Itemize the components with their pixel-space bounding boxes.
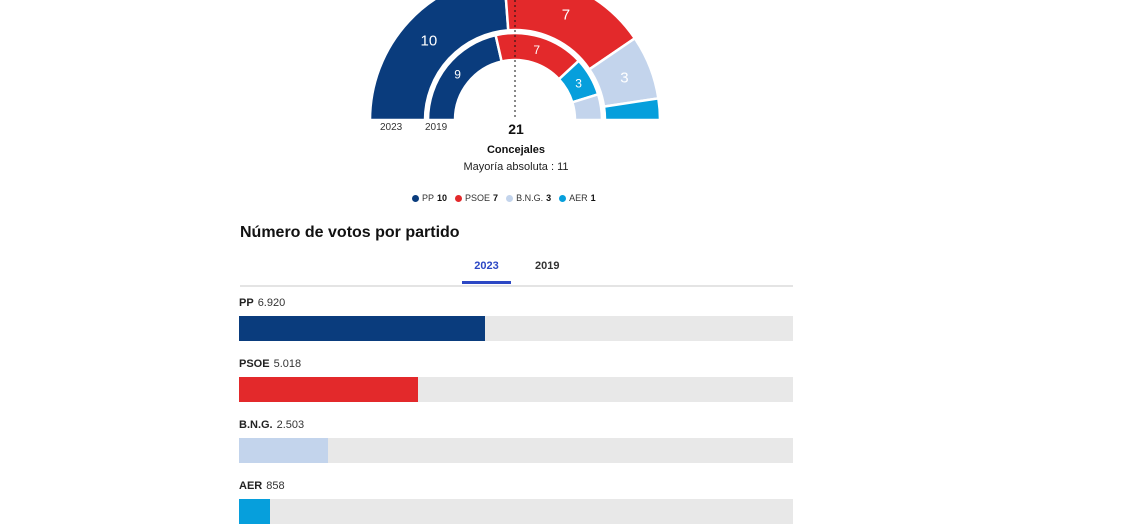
legend-item-psoe: PSOE 7: [455, 193, 498, 203]
legend-dot-icon: [412, 194, 419, 202]
hemicycle-seat-label: 3: [620, 69, 628, 86]
bar-party-name: B.N.G.: [239, 419, 273, 431]
bar-vote-count: 858: [266, 480, 285, 492]
votes-bar-row: AER 858: [239, 479, 793, 524]
seats-legend: PP 10 PSOE 7 B.N.G. 3 AER 1: [412, 193, 596, 203]
legend-party-name: PP: [422, 193, 435, 203]
legend-party-name: B.N.G.: [516, 193, 544, 203]
votes-bar-row: PSOE 5.018: [239, 357, 793, 402]
hemicycle-seat-label: 9: [454, 67, 461, 81]
hemicycle-segment-2023-aer: [602, 96, 662, 122]
seats-label: Concejales: [486, 144, 546, 156]
legend-dot-icon: [559, 194, 567, 202]
bar-vote-count: 5.018: [273, 358, 302, 370]
bar-party-name: PSOE: [239, 358, 270, 370]
hemicycle-seat-label: 7: [533, 43, 540, 57]
bar-label: PP 6.920: [239, 296, 793, 310]
bar-party-name: PP: [239, 297, 254, 309]
tab-2019[interactable]: 2019: [535, 260, 560, 272]
bar-vote-count: 6.920: [257, 297, 286, 309]
total-seats: 21: [508, 121, 524, 137]
year-tabs: 2023 2019: [240, 252, 793, 287]
outer-ring-year-label: 2023: [380, 122, 403, 133]
legend-seat-count: 10: [437, 193, 448, 203]
hemicycle-seat-label: 3: [575, 76, 582, 90]
bar-fill-bng: [239, 438, 329, 463]
bar-label: B.N.G. 2.503: [239, 418, 793, 432]
legend-seat-count: 7: [493, 193, 499, 203]
bar-vote-count: 2.503: [276, 419, 305, 431]
legend-item-pp: PP 10: [412, 193, 447, 203]
legend-dot-icon: [455, 194, 463, 202]
legend-party-name: AER: [569, 193, 588, 203]
bar-track: [239, 377, 793, 402]
votes-bar-row: PP 6.920: [239, 296, 793, 341]
tab-2023[interactable]: 2023: [462, 260, 511, 284]
legend-item-aer: AER 1: [559, 193, 596, 203]
bar-party-name: AER: [239, 480, 263, 492]
seats-hemicycle-chart: 10 7 3 9 7 3: [368, 0, 662, 122]
bar-track: [239, 499, 793, 524]
hemicycle-segment-2019-bng: [570, 92, 604, 122]
hemicycle-seat-label: 7: [562, 6, 570, 23]
inner-ring-year-label: 2019: [425, 122, 448, 133]
legend-item-bng: B.N.G. 3: [506, 193, 551, 203]
bar-label: PSOE 5.018: [239, 357, 793, 371]
legend-party-name: PSOE: [465, 193, 491, 203]
bar-fill-aer: [239, 499, 270, 524]
legend-dot-icon: [506, 194, 514, 202]
bar-fill-psoe: [239, 377, 418, 402]
majority-label: Mayoría absoluta : 11: [463, 161, 569, 173]
votes-section-title: Número de votos por partido: [240, 224, 460, 241]
hemicycle-segment-2023-pp: [368, 0, 510, 122]
bar-fill-pp: [239, 316, 486, 341]
hemicycle-seat-label: 10: [421, 32, 438, 49]
bar-label: AER 858: [239, 479, 793, 493]
legend-seat-count: 1: [590, 193, 596, 203]
votes-bar-row: B.N.G. 2.503: [239, 418, 793, 463]
bar-track: [239, 316, 793, 341]
bar-track: [239, 438, 793, 463]
legend-seat-count: 3: [546, 193, 552, 203]
